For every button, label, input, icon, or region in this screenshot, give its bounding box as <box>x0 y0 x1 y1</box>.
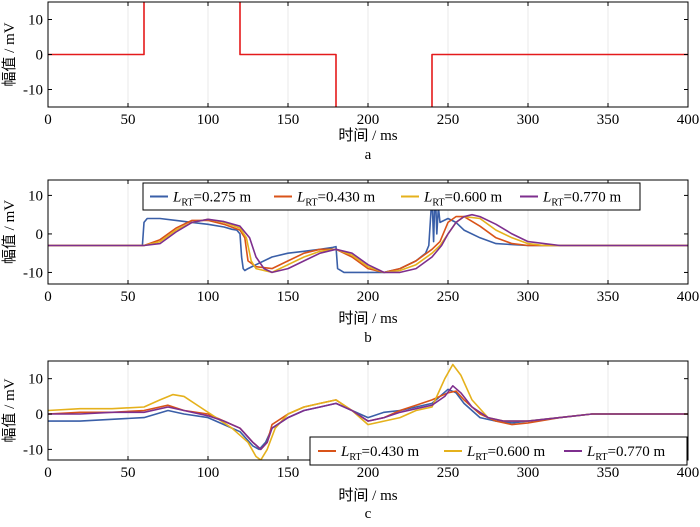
x-tick-label: 150 <box>277 465 300 481</box>
legend-label: LRT=0.770 m <box>542 190 621 209</box>
legend: LRT=0.275 m LRT=0.430 m LRT=0.600 m LRT=0.7… <box>142 182 641 211</box>
x-tick-label: 400 <box>677 465 700 481</box>
legend-label: LRT=0.430 m <box>296 190 375 209</box>
y-tick-label: 0 <box>36 48 44 64</box>
series-line-a-0 <box>48 2 688 107</box>
x-tick-label: 100 <box>197 465 220 481</box>
x-tick-label: 350 <box>597 112 620 128</box>
x-tick-label: 400 <box>677 289 700 305</box>
y-tick-label: 0 <box>36 227 44 243</box>
x-tick-label: 400 <box>677 112 700 128</box>
x-tick-label: 0 <box>44 289 52 305</box>
x-tick-label: 300 <box>517 465 540 481</box>
x-tick-label: 200 <box>357 289 380 305</box>
x-tick-label: 200 <box>357 112 380 128</box>
panel-label: a <box>365 147 372 163</box>
x-tick-label: 150 <box>277 112 300 128</box>
x-axis-label: 时间 / ms <box>338 310 397 327</box>
y-tick-label: -10 <box>23 442 43 458</box>
panel-label: b <box>364 330 372 346</box>
legend-label: LRT=0.275 m <box>172 190 251 209</box>
y-tick-label: 10 <box>28 188 43 204</box>
x-tick-label: 250 <box>437 289 460 305</box>
legend-box <box>142 182 641 211</box>
x-tick-label: 250 <box>437 465 460 481</box>
x-tick-label: 50 <box>121 112 136 128</box>
y-axis-label: 幅值 / mV <box>1 22 18 86</box>
x-tick-label: 300 <box>517 112 540 128</box>
x-tick-label: 150 <box>277 289 300 305</box>
x-tick-label: 350 <box>597 289 620 305</box>
legend-label: LRT=0.600 m <box>466 444 545 463</box>
x-tick-label: 250 <box>437 112 460 128</box>
series-line-b-3 <box>48 213 688 274</box>
x-tick-label: 100 <box>197 289 220 305</box>
panel-label: c <box>365 506 372 522</box>
legend-label: LRT=0.770 m <box>586 444 665 463</box>
y-axis-label: 幅值 / mV <box>1 200 18 264</box>
x-tick-label: 100 <box>197 112 220 128</box>
y-tick-label: -10 <box>23 265 43 281</box>
series-line-b-0 <box>48 186 688 274</box>
x-axis-label: 时间 / ms <box>338 127 397 144</box>
legend: LRT=0.430 m LRT=0.600 m LRT=0.770 m <box>309 436 688 466</box>
x-tick-label: 50 <box>121 289 136 305</box>
legend-label: LRT=0.600 m <box>423 190 502 209</box>
x-tick-label: 0 <box>44 465 52 481</box>
x-tick-label: 350 <box>597 465 620 481</box>
y-tick-label: -10 <box>23 83 43 99</box>
legend-box <box>309 436 688 466</box>
x-tick-label: 0 <box>44 112 52 128</box>
x-axis-label: 时间 / ms <box>338 487 397 504</box>
y-tick-label: 10 <box>28 13 43 29</box>
x-tick-label: 300 <box>517 289 540 305</box>
x-tick-label: 50 <box>121 465 136 481</box>
y-axis-label: 幅值 / mV <box>1 378 18 442</box>
x-tick-label: 200 <box>357 465 380 481</box>
legend-label: LRT=0.430 m <box>340 444 419 463</box>
y-tick-label: 0 <box>36 407 44 423</box>
series-line-c-3 <box>48 385 688 451</box>
y-tick-label: 10 <box>28 372 43 388</box>
